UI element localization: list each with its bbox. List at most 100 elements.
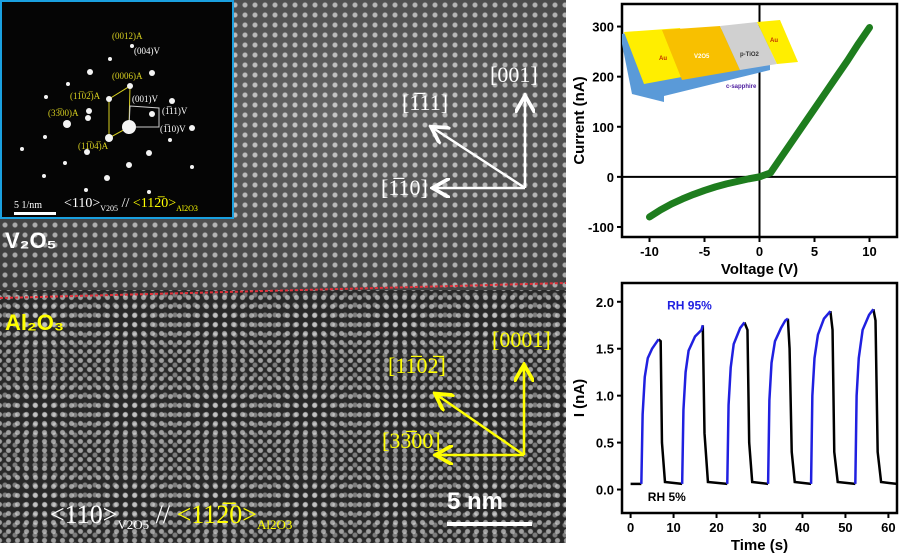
diffraction-spot: [63, 120, 71, 128]
v2o5-label: V₂O₅: [5, 228, 57, 253]
rise-segment: [640, 338, 660, 484]
dir-1-10-2: [11̅02̅]: [388, 353, 446, 378]
diffraction-spot: [84, 188, 88, 192]
diffraction-spot: [104, 175, 110, 181]
diffraction-spot: [189, 125, 195, 131]
al2o3-label: Al₂O₃: [5, 310, 65, 335]
diffraction-spot: [149, 111, 155, 117]
diffraction-spot: [149, 70, 155, 76]
dir-m111: [1̅11]: [402, 90, 449, 115]
inset-relation: <110>V205 // <112̅0>Al2O3: [64, 196, 198, 213]
diffraction-spot: [44, 95, 48, 99]
x-tick-label: 10: [862, 244, 876, 259]
decay-segment: [657, 338, 683, 486]
interface-line: [0, 282, 566, 299]
diffraction-spot: [169, 98, 175, 104]
diffraction-spot: [105, 134, 113, 142]
inset-scale-bar: [14, 212, 56, 215]
x-tick-label: -10: [640, 244, 659, 259]
diffraction-spot: [126, 162, 132, 168]
x-tick-label: 60: [881, 520, 895, 535]
y-tick-label: 0.0: [596, 483, 614, 498]
x-tick-label: 0: [756, 244, 763, 259]
diffraction-spot: [20, 147, 24, 151]
epitaxial-relation: <110>V2O5 // <112̅0>Al2O3: [50, 500, 292, 533]
diffraction-spot: [87, 69, 93, 75]
diffraction-spot: [147, 190, 151, 194]
label-p-tio2: p-TiO2: [740, 52, 760, 58]
spot-m111: (1̅11)V: [162, 106, 188, 116]
diffraction-spot: [85, 115, 91, 121]
rise-segment: [726, 321, 746, 484]
inset-relation-sep: //: [121, 196, 130, 211]
decay-segment: [872, 309, 898, 486]
humidity-chart: 0 10 20 30 40 50 60 0.0 0.5 1.0 1.5 2.0 Time (s) I (n…: [571, 281, 899, 554]
relation-a-sub: Al2O3: [256, 517, 293, 533]
x-tick-label: 0: [627, 520, 634, 535]
x-tick-label: 5: [811, 244, 818, 259]
y-axis-label: I (nA): [571, 379, 588, 417]
rise-segment: [854, 308, 875, 484]
relation-v: <110>: [50, 500, 118, 529]
annotation-rh5: RH 5%: [648, 490, 686, 504]
diffraction-spot: [168, 138, 172, 142]
dir-m110: [1̅10]: [381, 175, 428, 200]
inset-relation-v: <110>: [64, 196, 101, 211]
v2o5-cell: [128, 105, 160, 128]
scale-bar-label: 5 nm: [447, 488, 504, 515]
x-tick-label: 10: [666, 520, 680, 535]
diffraction-spot: [122, 120, 136, 134]
al2o3-direction-arrows: [437, 367, 524, 455]
label-au: Au: [770, 38, 778, 44]
label-v2o5: V2O5: [694, 54, 710, 60]
diffraction-spot: [190, 165, 194, 169]
spot-m110: (1̅10)V: [160, 124, 186, 134]
spot-3-300: (33̅00)A: [48, 108, 79, 118]
inset-relation-v-sub: V205: [100, 203, 119, 213]
diffraction-spot: [146, 150, 152, 156]
y-axis-label: Current (nA): [571, 76, 588, 164]
x-axis-label: Voltage (V): [721, 261, 798, 278]
saed-inset: (0012)A (004)V (0006)A (11̅02̅)A (001)V …: [0, 0, 234, 219]
x-tick-label: 40: [795, 520, 809, 535]
decay-segment: [786, 318, 812, 486]
diffraction-pattern: [14, 44, 195, 215]
inset-scale-label: 5 1/nm: [14, 200, 43, 211]
decay-segment: [829, 311, 856, 486]
scale-bar: [447, 522, 532, 526]
diffraction-spot: [127, 83, 133, 89]
spot-001: (001)V: [132, 94, 158, 104]
x-tick-label: 20: [709, 520, 723, 535]
diffraction-spot: [86, 108, 92, 114]
y-tick-label: 0: [607, 170, 614, 185]
diffraction-spot: [130, 44, 134, 48]
x-tick-label: 30: [752, 520, 766, 535]
iv-curve: [646, 24, 873, 221]
decay-segment: [743, 321, 769, 486]
diffraction-spot: [63, 161, 67, 165]
layer-au-right: [757, 20, 798, 64]
inset-relation-a: <112̅0>: [132, 196, 177, 211]
diffraction-spot: [108, 57, 112, 61]
hrtem-image: [001] [1̅11] [1̅10] [0001] [11̅02̅] [33̅…: [0, 0, 566, 543]
y-tick-label: 100: [592, 120, 614, 135]
spot-1-10-4: (11̅04̅)A: [78, 141, 109, 151]
diffraction-spot: [43, 135, 47, 139]
tem-overlay: [0, 0, 566, 526]
v2o5-direction-arrows: [433, 98, 525, 188]
diffraction-spot: [42, 174, 46, 178]
dir-001: [001]: [490, 62, 538, 87]
relation-a: <112̅0>: [176, 500, 257, 529]
layer-v2o5: [662, 26, 740, 80]
relation-v-sub: V2O5: [117, 517, 150, 533]
dir-0001: [0001]: [492, 327, 551, 352]
x-tick-label: 50: [838, 520, 852, 535]
y-tick-label: 1.0: [596, 389, 614, 404]
rise-segment: [680, 324, 704, 484]
y-tick-label: -100: [588, 220, 614, 235]
label-substrate: c-sapphire: [726, 84, 757, 90]
y-tick-label: 2.0: [596, 295, 614, 310]
layer-p-tio2: [720, 22, 777, 70]
annotation-rh95: RH 95%: [667, 298, 712, 312]
iv-chart: -10 -5 0 5 10 -100 0 100 200 300 Voltage (V) Curren…: [571, 2, 899, 278]
